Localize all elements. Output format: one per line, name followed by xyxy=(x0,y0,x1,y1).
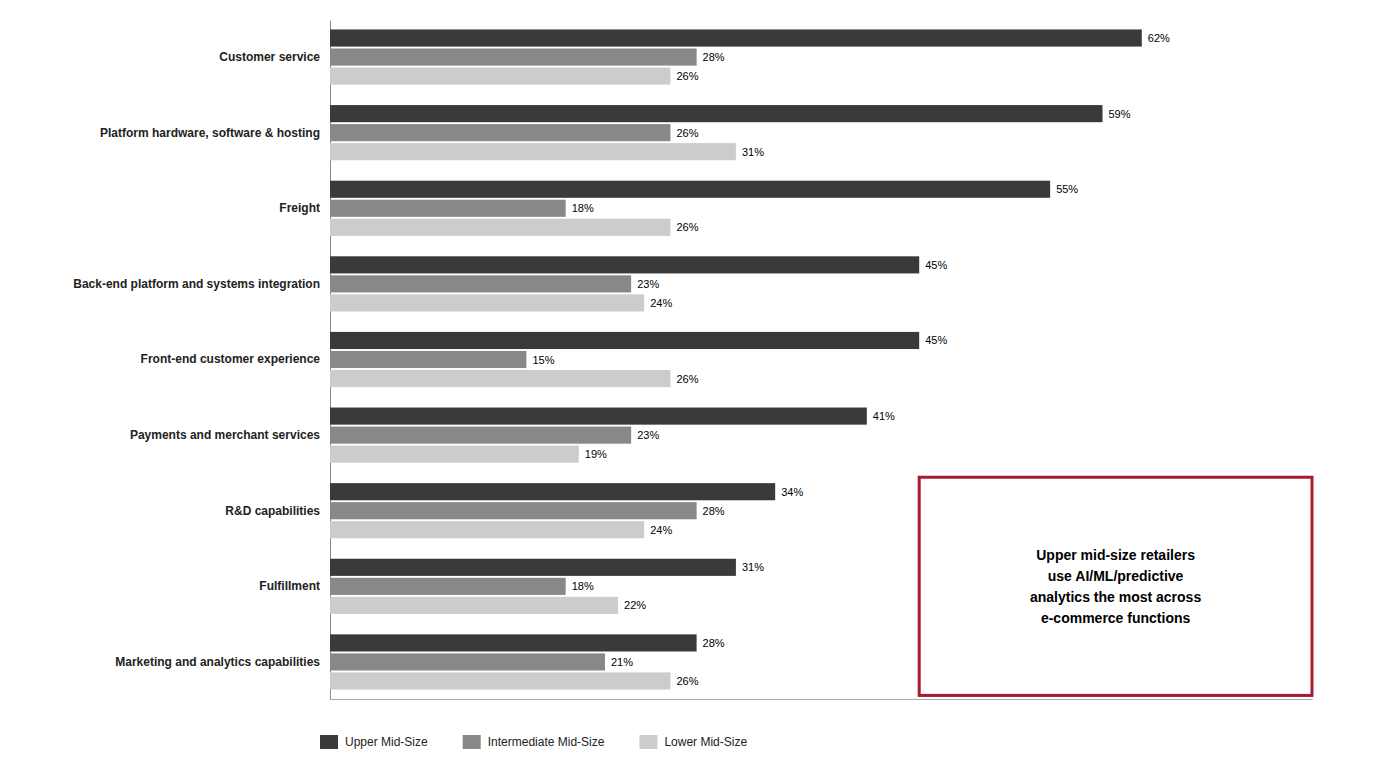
bar xyxy=(330,48,697,65)
annotation-line: use AI/ML/predictive xyxy=(1048,568,1184,584)
annotation-box xyxy=(919,477,1312,695)
bar xyxy=(330,502,697,519)
data-label: 55% xyxy=(1056,183,1078,195)
data-label: 28% xyxy=(703,51,725,63)
bar xyxy=(330,559,736,576)
data-label: 59% xyxy=(1109,108,1131,120)
annotation-line: e-commerce functions xyxy=(1041,610,1191,626)
bar xyxy=(330,370,670,387)
legend: Upper Mid-Size Intermediate Mid-Size Lower… xyxy=(320,735,747,749)
y-tick: Platform hardware, software & hosting xyxy=(100,126,330,140)
bar xyxy=(330,294,644,311)
x-axis-line xyxy=(331,699,1313,700)
legend-label: Lower Mid-Size xyxy=(664,735,747,749)
data-label: 24% xyxy=(650,524,672,536)
legend-item: Upper Mid-Size xyxy=(320,735,428,749)
annotation-line: Upper mid-size retailers xyxy=(1036,547,1195,563)
bar xyxy=(330,256,919,273)
data-label: 62% xyxy=(1148,32,1170,44)
y-tick-label: Back-end platform and systems integratio… xyxy=(73,277,320,291)
bar xyxy=(330,105,1103,122)
data-label: 31% xyxy=(742,561,764,573)
data-label: 23% xyxy=(637,429,659,441)
data-label: 23% xyxy=(637,278,659,290)
bar xyxy=(330,427,631,444)
y-tick-label: Fulfillment xyxy=(259,579,320,593)
bar xyxy=(330,634,697,651)
legend-swatch xyxy=(463,735,481,749)
bar xyxy=(330,332,919,349)
y-tick: Fulfillment xyxy=(259,579,330,593)
y-tick-label: Front-end customer experience xyxy=(141,352,321,366)
legend-swatch xyxy=(639,735,657,749)
data-label: 41% xyxy=(873,410,895,422)
bar xyxy=(330,68,670,85)
bar xyxy=(330,408,867,425)
annotation-text: Upper mid-size retailers use AI/ML/predic… xyxy=(1030,547,1201,626)
data-label: 28% xyxy=(703,637,725,649)
y-tick-label: Platform hardware, software & hosting xyxy=(100,126,320,140)
bar xyxy=(330,200,566,217)
bar xyxy=(330,124,670,141)
bar xyxy=(330,597,618,614)
y-tick-label: R&D capabilities xyxy=(225,504,320,518)
y-tick: Freight xyxy=(279,201,330,215)
data-label: 18% xyxy=(572,202,594,214)
annotation-line: analytics the most across xyxy=(1030,589,1201,605)
y-tick-label: Customer service xyxy=(219,50,320,64)
legend-item: Lower Mid-Size xyxy=(639,735,747,749)
bar xyxy=(330,672,670,689)
bar xyxy=(330,578,566,595)
data-label: 21% xyxy=(611,656,633,668)
legend-swatch xyxy=(320,735,338,749)
y-tick: Marketing and analytics capabilities xyxy=(115,655,330,669)
plot: Customer service Platform hardware, softw… xyxy=(73,21,1312,700)
data-label: 26% xyxy=(676,373,698,385)
data-label: 34% xyxy=(781,486,803,498)
legend-label: Intermediate Mid-Size xyxy=(488,735,605,749)
y-tick: Customer service xyxy=(219,50,330,64)
data-label: 18% xyxy=(572,580,594,592)
bar xyxy=(330,181,1050,198)
y-tick-label: Payments and merchant services xyxy=(130,428,320,442)
data-label: 15% xyxy=(532,354,554,366)
y-axis: Customer service Platform hardware, softw… xyxy=(73,21,330,700)
data-label: 26% xyxy=(676,127,698,139)
bar xyxy=(330,219,670,236)
annotation: Upper mid-size retailers use AI/ML/predic… xyxy=(919,477,1312,695)
bar xyxy=(330,275,631,292)
bar xyxy=(330,143,736,160)
data-label: 24% xyxy=(650,297,672,309)
y-tick-label: Freight xyxy=(279,201,320,215)
y-tick: R&D capabilities xyxy=(225,504,330,518)
bar xyxy=(330,521,644,538)
data-label: 26% xyxy=(676,221,698,233)
data-label: 31% xyxy=(742,146,764,158)
data-label: 26% xyxy=(676,675,698,687)
y-tick-label: Marketing and analytics capabilities xyxy=(115,655,320,669)
y-tick: Back-end platform and systems integratio… xyxy=(73,277,330,291)
data-label: 45% xyxy=(925,334,947,346)
bar xyxy=(330,446,579,463)
y-tick: Payments and merchant services xyxy=(130,428,330,442)
data-label: 19% xyxy=(585,448,607,460)
bar xyxy=(330,29,1142,46)
bar xyxy=(330,653,605,670)
data-label: 22% xyxy=(624,599,646,611)
x-axis xyxy=(331,699,1313,700)
data-label: 26% xyxy=(676,70,698,82)
legend-item: Intermediate Mid-Size xyxy=(463,735,605,749)
y-tick: Front-end customer experience xyxy=(141,352,330,366)
data-label: 28% xyxy=(703,505,725,517)
data-label: 45% xyxy=(925,259,947,271)
bar xyxy=(330,351,526,368)
legend-label: Upper Mid-Size xyxy=(345,735,428,749)
chart: Customer service Platform hardware, softw… xyxy=(0,0,1382,774)
bar xyxy=(330,483,775,500)
